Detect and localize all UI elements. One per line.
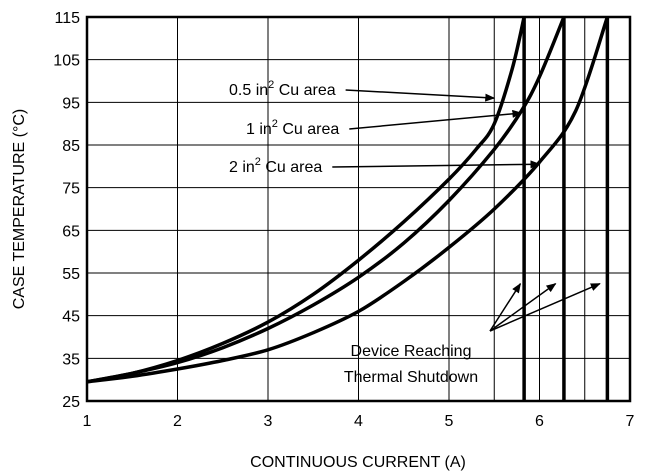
series-line-3 bbox=[86, 16, 610, 384]
y-tick-label: 35 bbox=[62, 351, 80, 368]
shutdown-arrow-1 bbox=[489, 282, 522, 332]
y-tick-label: 105 bbox=[53, 53, 80, 70]
y-tick-label: 95 bbox=[62, 95, 80, 112]
shutdown-label-line-1: Device Reaching bbox=[351, 343, 472, 360]
y-tick-label: 65 bbox=[62, 223, 80, 240]
y-tick-label: 115 bbox=[54, 10, 80, 27]
plot-frame bbox=[85, 15, 632, 403]
y-tick-label: 75 bbox=[62, 181, 80, 198]
shutdown-arrow-2 bbox=[489, 283, 557, 332]
series-line-1 bbox=[86, 16, 526, 384]
y-tick-label: 85 bbox=[62, 138, 80, 155]
x-axis-title: CONTINUOUS CURRENT (A) bbox=[250, 454, 466, 471]
x-tick-label: 6 bbox=[535, 413, 544, 430]
y-tick-label: 45 bbox=[62, 309, 80, 326]
label-05-cu-area-arrow bbox=[345, 89, 496, 102]
shutdown-arrow-3 bbox=[489, 282, 601, 332]
annotations: 0.5 in2 Cu area 1 in2 Cu area 2 in2 Cu are… bbox=[229, 79, 601, 386]
y-axis-title: CASE TEMPERATURE (°C) bbox=[11, 109, 28, 310]
label-05-cu-area: 0.5 in2 Cu area bbox=[229, 79, 336, 99]
x-tick-label: 3 bbox=[264, 413, 273, 430]
x-tick-label: 5 bbox=[445, 413, 454, 430]
label-1-cu-area: 1 in2 Cu area bbox=[246, 118, 339, 138]
x-tick-label: 2 bbox=[173, 413, 182, 430]
label-2-cu-area-arrow bbox=[332, 160, 541, 169]
x-tick-label: 1 bbox=[83, 413, 92, 430]
label-2-cu-area: 2 in2 Cu area bbox=[229, 156, 322, 176]
shutdown-label-line-2: Thermal Shutdown bbox=[344, 369, 478, 386]
y-tick-label: 25 bbox=[62, 394, 80, 411]
label-1-cu-area-arrow bbox=[349, 109, 523, 130]
y-tick-label: 55 bbox=[62, 266, 80, 283]
x-tick-label: 4 bbox=[354, 413, 363, 430]
x-tick-label: 7 bbox=[626, 413, 635, 430]
